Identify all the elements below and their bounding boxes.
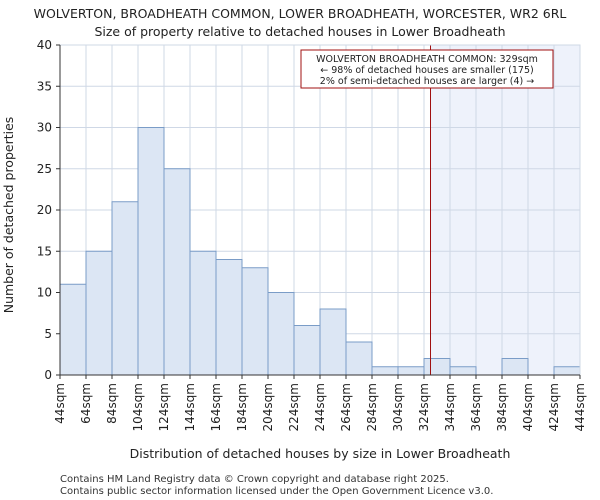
x-tick-label: 404sqm xyxy=(521,383,535,431)
bar-17 xyxy=(501,358,529,376)
x-tick-label: 284sqm xyxy=(365,383,379,431)
bar-8 xyxy=(267,292,295,376)
x-tick-label: 384sqm xyxy=(495,383,509,431)
chart-subtitle: Size of property relative to detached ho… xyxy=(94,24,505,39)
x-tick-label: 444sqm xyxy=(573,383,587,431)
bar-7 xyxy=(241,267,269,376)
x-tick-label: 84sqm xyxy=(105,383,119,424)
x-tick-label: 204sqm xyxy=(261,383,275,431)
x-tick-label: 344sqm xyxy=(443,383,457,431)
x-tick-label: 244sqm xyxy=(313,383,327,431)
x-tick-label: 64sqm xyxy=(79,383,93,424)
x-tick-label: 164sqm xyxy=(209,383,223,431)
x-tick-label: 264sqm xyxy=(339,383,353,431)
annotation-line-3: 2% of semi-detached houses are larger (4… xyxy=(320,76,534,87)
y-tick-label: 5 xyxy=(44,327,52,341)
bar-14 xyxy=(423,358,451,376)
x-tick-label: 104sqm xyxy=(131,383,145,431)
bar-4 xyxy=(163,168,191,376)
x-tick-label: 124sqm xyxy=(157,383,171,431)
y-tick-label: 25 xyxy=(37,162,52,176)
bar-15 xyxy=(449,366,477,376)
y-tick-label: 40 xyxy=(37,38,52,52)
x-tick-label: 184sqm xyxy=(235,383,249,431)
bar-19 xyxy=(553,366,581,376)
x-tick-label: 44sqm xyxy=(53,383,67,424)
bar-0 xyxy=(59,283,87,376)
bar-10 xyxy=(319,308,347,376)
annotation-box: WOLVERTON BROADHEATH COMMON: 329sqm ← 98… xyxy=(300,49,554,89)
x-tick-labels: 44sqm 64sqm 84sqm 104sqm 124sqm 144sqm 164sqm 1… xyxy=(53,375,587,431)
y-tick-label: 30 xyxy=(37,121,52,135)
bar-1 xyxy=(85,250,113,376)
x-tick-label: 364sqm xyxy=(469,383,483,431)
bar-12 xyxy=(371,366,399,376)
y-axis-label: Number of detached properties xyxy=(1,117,16,314)
y-tick-label: 35 xyxy=(37,79,52,93)
x-axis-label: Distribution of detached houses by size … xyxy=(130,446,511,461)
annotation-border xyxy=(300,49,554,89)
bar-11 xyxy=(345,341,373,376)
bar-6 xyxy=(215,259,243,376)
x-tick-label: 144sqm xyxy=(183,383,197,431)
chart-title: WOLVERTON, BROADHEATH COMMON, LOWER BROA… xyxy=(34,6,567,21)
annotation-line-2: ← 98% of detached houses are smaller (17… xyxy=(320,65,533,76)
footer-line-1: Contains HM Land Registry data © Crown c… xyxy=(60,474,449,485)
x-tick-label: 424sqm xyxy=(547,383,561,431)
bar-2 xyxy=(111,201,139,376)
y-tick-labels: 0 5 10 15 20 25 30 35 40 xyxy=(37,38,60,382)
x-tick-label: 304sqm xyxy=(391,383,405,431)
y-tick-label: 0 xyxy=(44,368,52,382)
bars xyxy=(59,127,581,376)
x-tick-label: 324sqm xyxy=(417,383,431,431)
y-tick-label: 10 xyxy=(37,286,52,300)
y-tick-label: 15 xyxy=(37,244,52,258)
y-tick-label: 20 xyxy=(37,203,52,217)
bar-3 xyxy=(137,127,165,376)
bar-5 xyxy=(189,250,217,376)
bar-9 xyxy=(293,325,321,376)
footer-line-2: Contains public sector information licen… xyxy=(60,486,493,497)
x-tick-label: 224sqm xyxy=(287,383,301,431)
bar-13 xyxy=(397,366,425,376)
annotation-line-1: WOLVERTON BROADHEATH COMMON: 329sqm xyxy=(316,54,538,65)
